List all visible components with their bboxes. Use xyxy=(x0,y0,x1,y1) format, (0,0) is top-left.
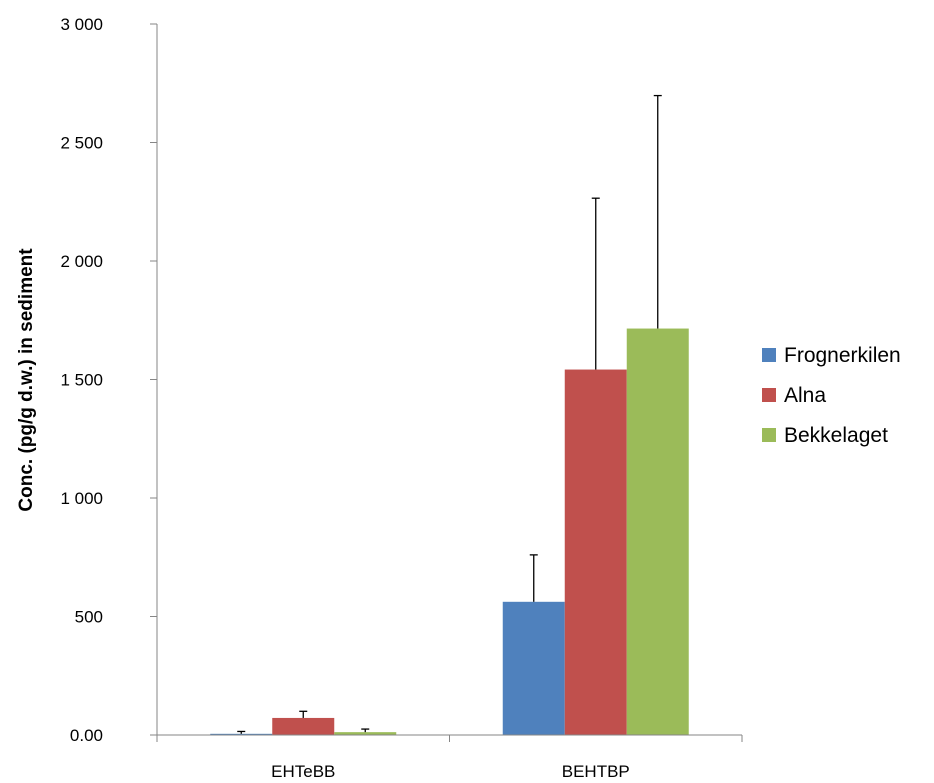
bar-alna xyxy=(564,369,627,735)
x-tick-label: EHTeBB xyxy=(271,762,335,781)
y-axis-ticks: 0.00 500 1 000 1 500 2 000 2 500 3 000 xyxy=(60,15,157,745)
bar-bekkelaget xyxy=(334,732,397,735)
y-tick-label: 3 000 xyxy=(60,15,103,34)
y-axis-title-group: Conc. (pg/g d.w.) in sediment xyxy=(16,248,37,512)
y-tick-label: 0.00 xyxy=(70,726,103,745)
legend-label: Frognerkilen xyxy=(784,344,901,367)
legend-swatch xyxy=(762,348,776,362)
legend-label: Bekkelaget xyxy=(784,424,888,447)
y-tick-label: 1 500 xyxy=(60,371,103,390)
bar-frognerkilen xyxy=(502,601,565,735)
y-tick-label: 500 xyxy=(75,608,103,627)
legend-swatch xyxy=(762,428,776,442)
bar-bekkelaget xyxy=(626,328,689,735)
y-tick-label: 2 000 xyxy=(60,252,103,271)
legend: Frognerkilen Alna Bekkelaget xyxy=(762,344,901,447)
y-axis-title: Conc. (pg/g d.w.) in sediment xyxy=(16,248,37,512)
bar-alna xyxy=(272,717,335,735)
legend-swatch xyxy=(762,388,776,402)
y-tick-label: 1 000 xyxy=(60,489,103,508)
bar-series xyxy=(210,328,689,735)
y-tick-label: 2 500 xyxy=(60,134,103,153)
bar-frognerkilen xyxy=(210,733,273,735)
x-axis-ticks: EHTeBB BEHTBP xyxy=(156,735,743,781)
axes xyxy=(156,24,742,736)
error-bars xyxy=(237,94,662,734)
x-tick-label: BEHTBP xyxy=(562,762,630,781)
legend-label: Alna xyxy=(784,384,826,407)
